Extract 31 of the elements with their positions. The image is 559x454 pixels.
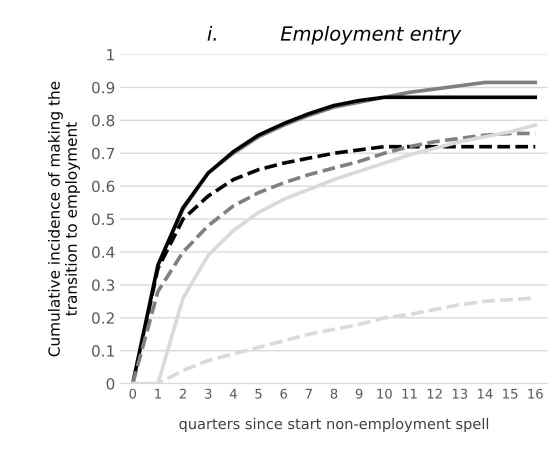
x-tick-label: 1 [155,388,161,399]
y-tick-label: 0.4 [92,246,114,258]
x-tick-label: 4 [230,388,237,399]
y-tick-label: 0.3 [92,279,114,291]
x-tick-label: 14 [478,388,493,399]
x-tick-label: 12 [428,388,442,399]
x-tick-label: 13 [452,388,468,399]
x-tick-label: 8 [330,388,338,399]
y-tick-label: 0.7 [92,148,114,160]
y-tick-label: 0.2 [92,312,114,324]
y-tick-label: 1 [107,49,114,60]
y-tick-label: 0.6 [92,180,114,192]
x-axis-title: quarters since start non-employment spell [179,418,488,432]
chart-title: i. Employment entry [208,26,462,45]
y-tick-label: 0.9 [92,82,114,94]
y-tick-label: 0.1 [92,345,114,357]
x-tick-label: 0 [129,388,136,399]
x-tick-label: 5 [255,388,262,399]
x-tick-label: 11 [402,388,417,399]
x-tick-label: 9 [356,388,362,399]
y-axis-title: Cumulative incidence of making the transition to employment [48,82,80,356]
y-tick-label: 0.5 [92,214,114,226]
y-tick-label: 0.8 [92,114,114,126]
y-tick-label: 0 [106,378,114,390]
x-tick-label: 10 [377,388,392,399]
x-tick-label: 7 [306,388,312,399]
x-tick-label: 15 [503,388,518,399]
x-tick-label: 3 [205,388,212,399]
x-tick-label: 16 [528,388,543,399]
x-tick-label: 6 [280,388,288,399]
x-tick-label: 2 [180,388,186,399]
